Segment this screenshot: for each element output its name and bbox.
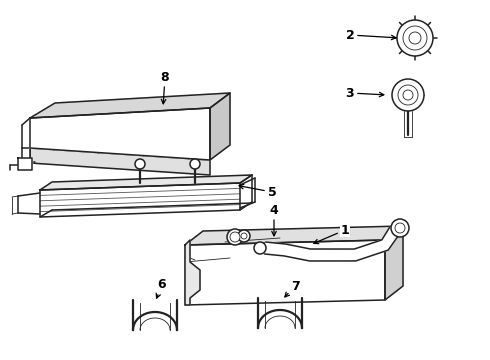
- Circle shape: [392, 79, 424, 111]
- Text: 2: 2: [345, 28, 396, 41]
- Text: 3: 3: [345, 86, 384, 99]
- Circle shape: [254, 242, 266, 254]
- Circle shape: [395, 223, 405, 233]
- Polygon shape: [185, 240, 385, 305]
- Circle shape: [403, 26, 427, 50]
- Text: 4: 4: [270, 203, 278, 236]
- Polygon shape: [265, 227, 400, 261]
- Circle shape: [397, 20, 433, 56]
- Circle shape: [241, 233, 247, 239]
- Circle shape: [190, 159, 200, 169]
- Polygon shape: [40, 183, 240, 217]
- Text: 8: 8: [161, 71, 170, 104]
- Circle shape: [409, 32, 421, 44]
- Polygon shape: [30, 108, 210, 160]
- Polygon shape: [30, 93, 230, 118]
- Text: 7: 7: [285, 279, 299, 297]
- Text: 6: 6: [156, 279, 166, 298]
- Text: 5: 5: [239, 184, 276, 198]
- Polygon shape: [18, 158, 32, 170]
- Polygon shape: [40, 175, 252, 190]
- Polygon shape: [185, 240, 200, 305]
- Polygon shape: [30, 148, 210, 175]
- Polygon shape: [185, 226, 403, 245]
- Circle shape: [403, 90, 413, 100]
- Polygon shape: [210, 93, 230, 160]
- Circle shape: [238, 230, 250, 242]
- Circle shape: [398, 85, 418, 105]
- Circle shape: [227, 229, 243, 245]
- Circle shape: [391, 219, 409, 237]
- Circle shape: [135, 159, 145, 169]
- Circle shape: [230, 232, 240, 242]
- Text: 1: 1: [314, 224, 349, 244]
- Polygon shape: [385, 226, 403, 300]
